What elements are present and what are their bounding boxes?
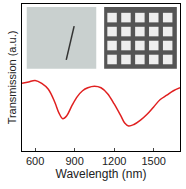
svg-text:600: 600: [26, 155, 44, 167]
svg-text:1200: 1200: [102, 155, 126, 167]
svg-text:1500: 1500: [141, 155, 165, 167]
svg-text:Wavelength (nm): Wavelength (nm): [56, 167, 147, 181]
svg-text:Transmission (a.u.): Transmission (a.u.): [6, 31, 18, 125]
svg-text:900: 900: [65, 155, 83, 167]
